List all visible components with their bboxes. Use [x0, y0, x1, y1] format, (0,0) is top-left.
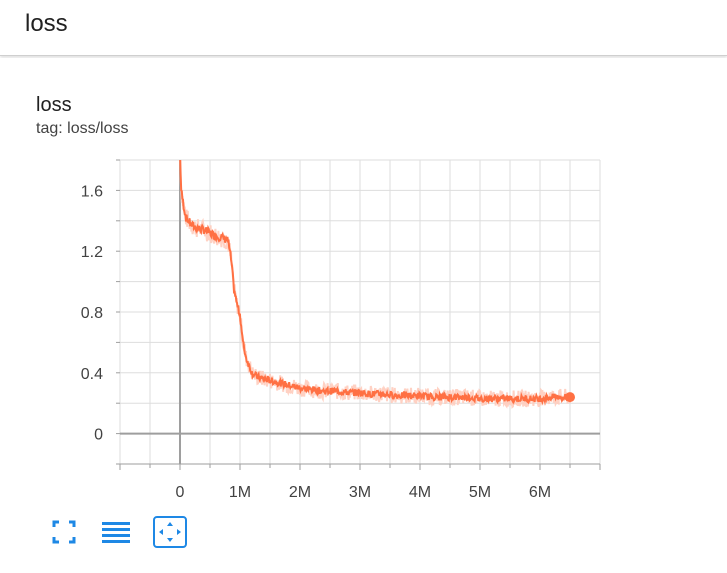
chart-toolbar: [46, 514, 206, 550]
axis-layer: [116, 159, 601, 470]
series-layer: [179, 160, 575, 406]
tick-label-layer: 0 1M 2M 3M 4M 5M 6M 0 0.4 0.8 1.2 1.6: [81, 183, 551, 501]
grid-layer: [119, 159, 601, 465]
x-tick-label: 3M: [349, 484, 371, 501]
x-tick-label: 2M: [289, 484, 311, 501]
list-lines-icon: [102, 522, 130, 543]
loss-chart[interactable]: 0 1M 2M 3M 4M 5M 6M 0 0.4 0.8 1.2 1.6: [0, 58, 727, 508]
fullscreen-button[interactable]: [46, 514, 82, 550]
section-title: loss: [25, 10, 68, 37]
scalar-card: loss tag: loss/loss 0 1M 2M 3M 4M 5M 6M 0 0.4 0.8…: [0, 58, 727, 573]
y-tick-label: 0.4: [81, 366, 103, 383]
card-title: loss: [36, 94, 72, 116]
card-tag: tag: loss/loss: [36, 120, 129, 137]
y-tick-label: 1.2: [81, 244, 103, 261]
toggle-log-scale-button[interactable]: [98, 514, 134, 550]
y-tick-label: 0: [94, 427, 103, 444]
x-tick-label: 5M: [469, 484, 491, 501]
fullscreen-icon: [52, 520, 76, 544]
x-tick-label: 6M: [529, 484, 551, 501]
y-tick-label: 0.8: [81, 305, 103, 322]
smoothed-series-line: [179, 160, 571, 406]
y-tick-label: 1.6: [81, 183, 103, 200]
section-header: loss: [0, 0, 727, 56]
x-tick-label: 1M: [229, 484, 251, 501]
series-end-point: [565, 392, 575, 403]
fit-domain-button[interactable]: [152, 514, 188, 550]
x-tick-label: 0: [176, 484, 185, 501]
fit-domain-icon: [153, 516, 187, 548]
x-tick-label: 4M: [409, 484, 431, 501]
